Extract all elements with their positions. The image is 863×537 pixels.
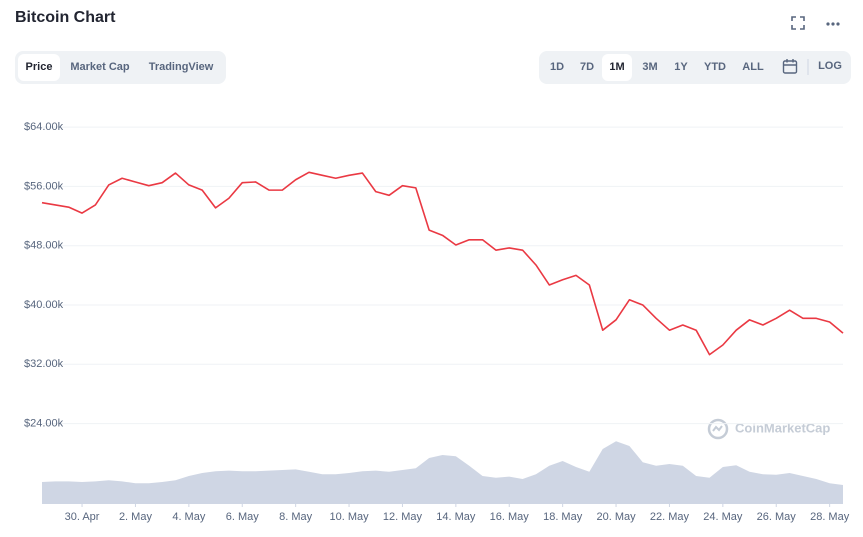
price-line (41, 171, 844, 356)
range-button[interactable]: ALL (742, 61, 764, 73)
tab-group (15, 51, 226, 84)
watermark-text: CoinMarketCap (735, 420, 830, 435)
calendar-icon[interactable] (782, 59, 798, 74)
x-tick-label: 28. May (810, 511, 850, 523)
range-button[interactable]: 1M (609, 61, 624, 73)
chart-title: Bitcoin Chart (15, 9, 116, 26)
x-tick-label: 12. May (383, 511, 423, 523)
x-tick-label: 26. May (757, 511, 797, 523)
range-button[interactable]: 1Y (674, 61, 688, 73)
x-tick-label: 30. Apr (65, 511, 100, 523)
x-tick-label: 4. May (172, 511, 206, 523)
tab[interactable]: Market Cap (70, 61, 130, 73)
volume-area (42, 441, 843, 503)
fullscreen-icon[interactable] (791, 16, 805, 30)
x-tick-label: 24. May (703, 511, 743, 523)
range-button[interactable]: 3M (642, 61, 657, 73)
range-button[interactable]: 1D (550, 61, 564, 73)
log-button[interactable]: LOG (818, 60, 842, 72)
watermark (707, 418, 729, 440)
range-active-bg (602, 54, 632, 81)
y-tick-label: $40.00k (24, 299, 64, 311)
x-tick-label: 16. May (490, 511, 530, 523)
range-button[interactable]: 7D (580, 61, 594, 73)
x-tick-label: 2. May (119, 511, 153, 523)
x-tick-label: 14. May (436, 511, 476, 523)
y-tick-label: $56.00k (24, 180, 64, 192)
tab[interactable]: Price (26, 61, 53, 73)
x-tick-label: 8. May (279, 511, 313, 523)
x-tick-label: 18. May (543, 511, 583, 523)
y-tick-label: $24.00k (24, 417, 64, 429)
x-tick-label: 20. May (596, 511, 636, 523)
y-tick-label: $32.00k (24, 358, 64, 370)
tab-active-bg (18, 54, 60, 81)
y-tick-label: $64.00k (24, 121, 64, 133)
x-tick-label: 22. May (650, 511, 690, 523)
y-tick-label: $48.00k (24, 240, 64, 252)
x-tick-label: 10. May (329, 511, 369, 523)
tab[interactable]: TradingView (149, 61, 214, 73)
more-icon[interactable] (826, 22, 840, 26)
range-button[interactable]: YTD (704, 61, 726, 73)
x-tick-label: 6. May (226, 511, 260, 523)
